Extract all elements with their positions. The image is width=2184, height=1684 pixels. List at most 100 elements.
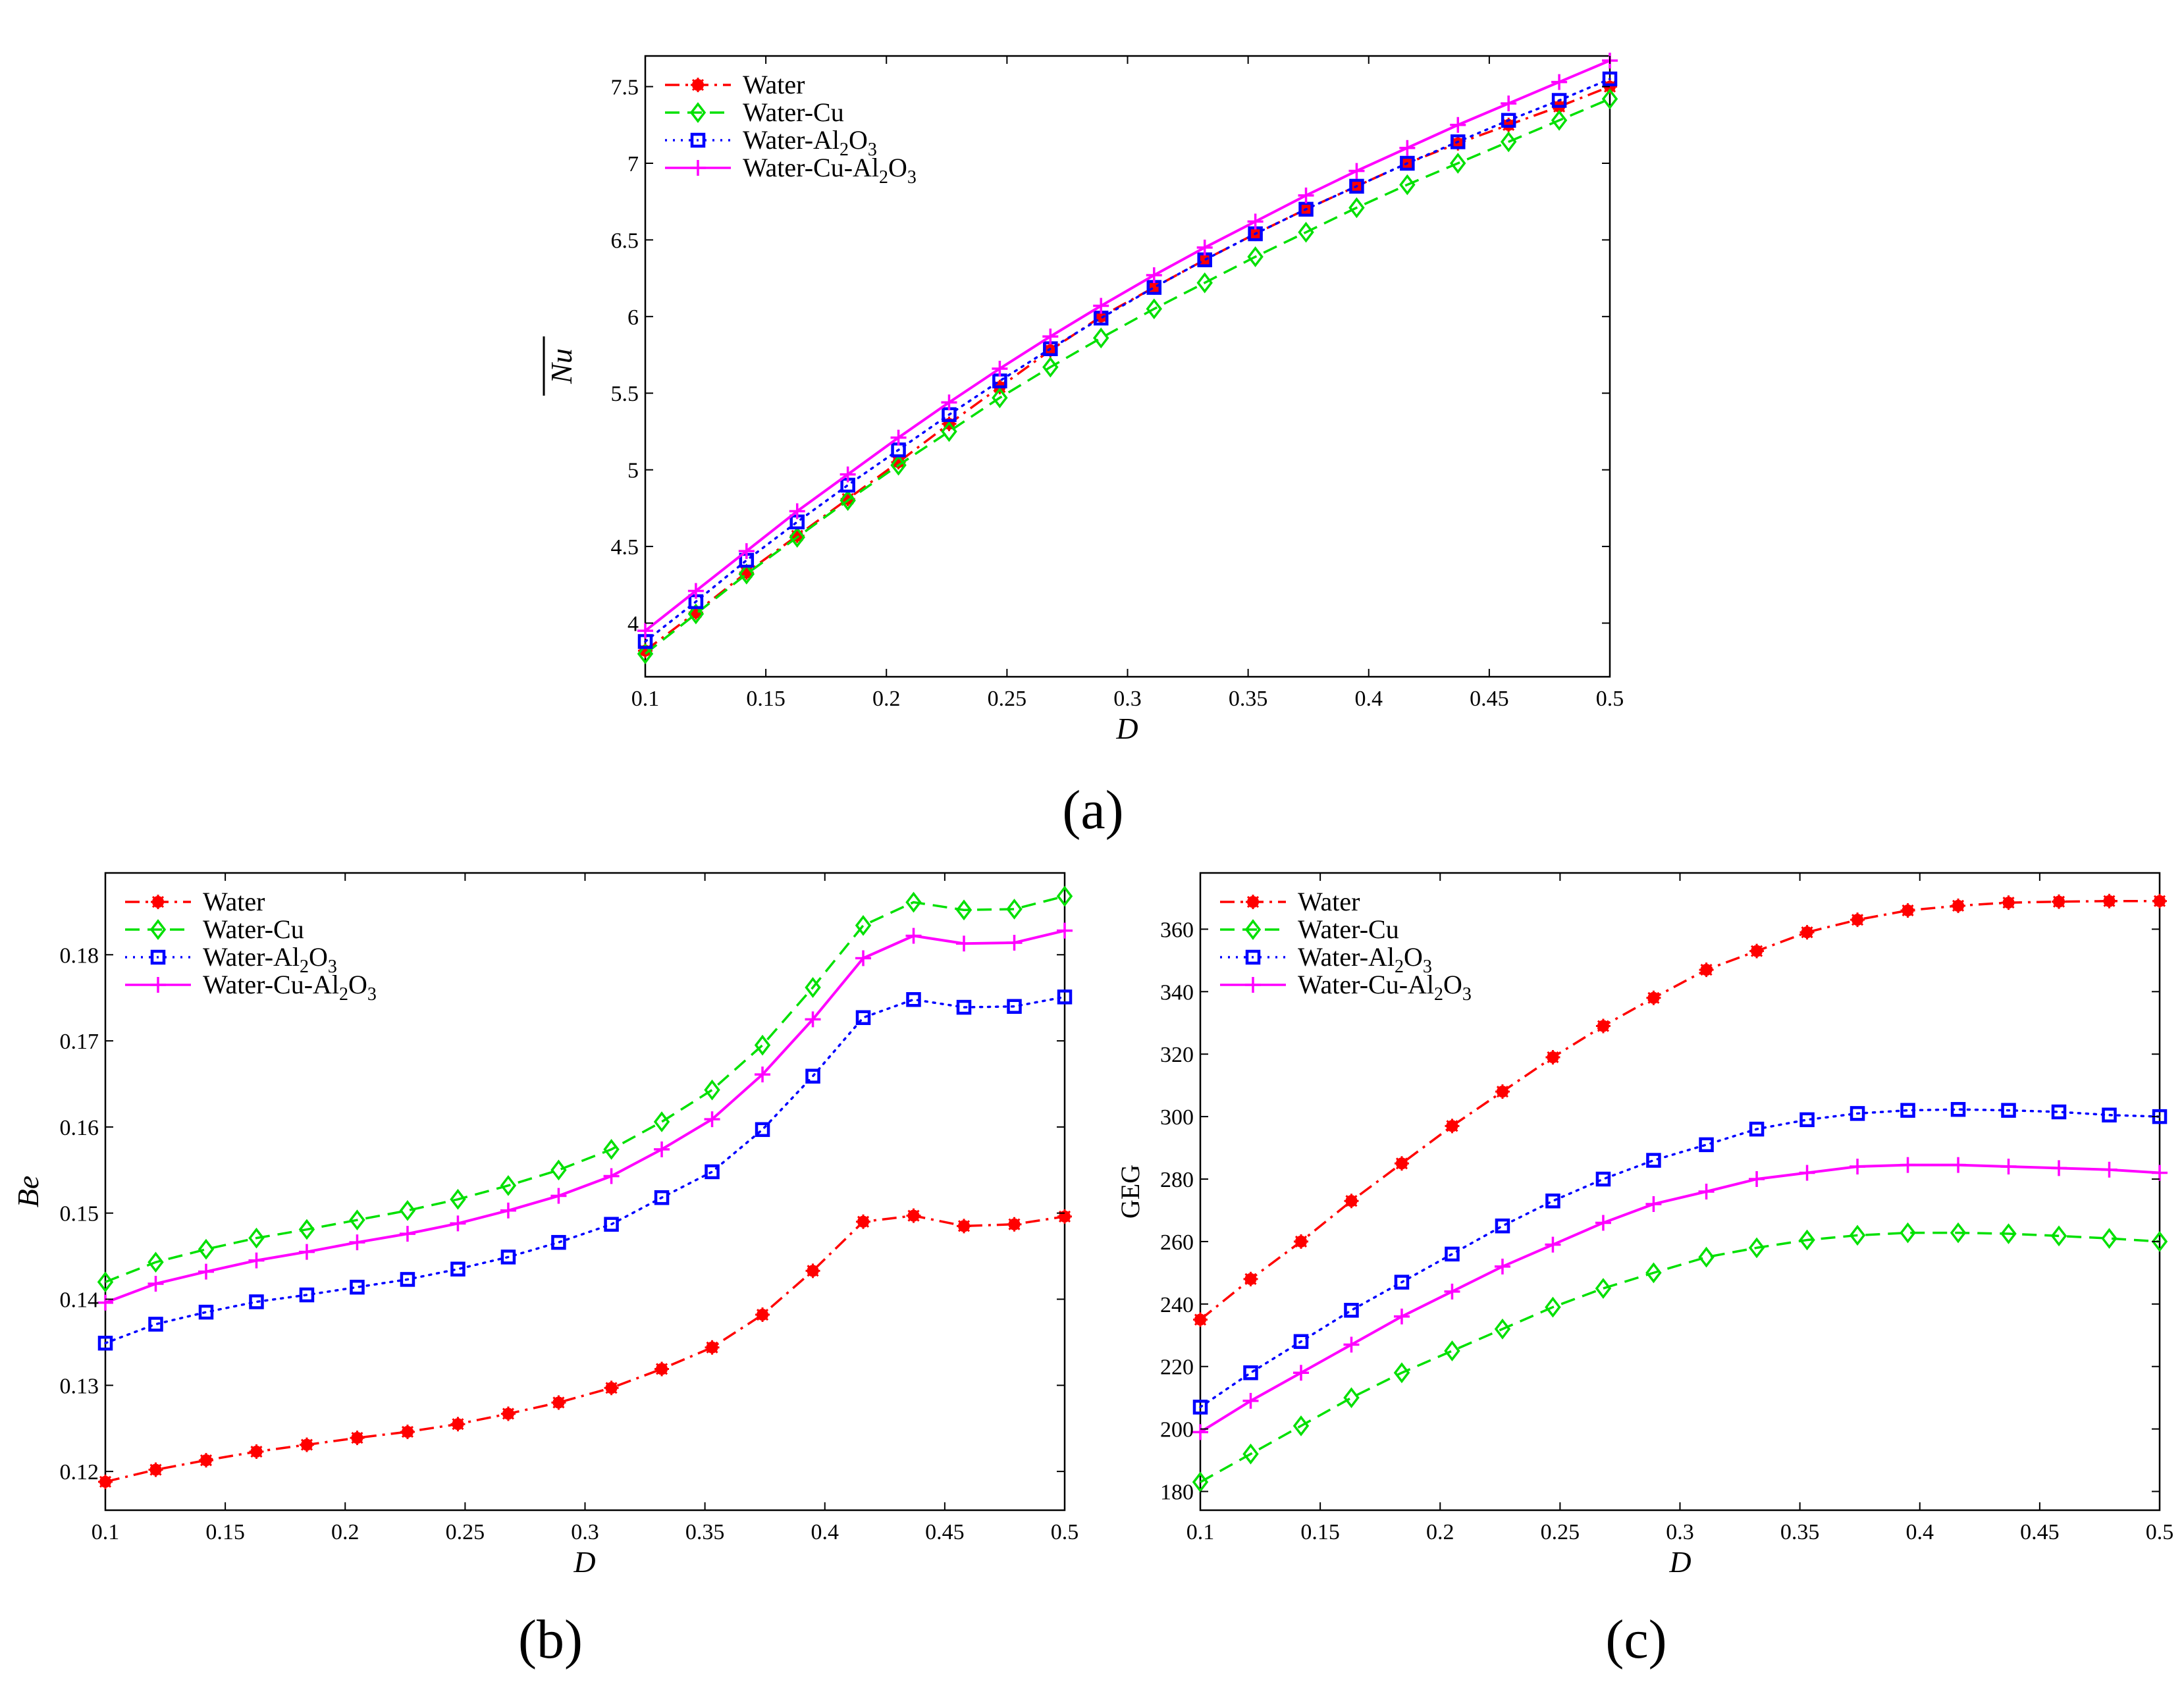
data-point (98, 1474, 113, 1489)
y-tick-label: 300 (1160, 1105, 1194, 1130)
data-point (1400, 155, 1415, 171)
legend-entry-water-al2o3: Water-Al2O3 (125, 942, 337, 977)
data-point (1900, 1103, 1915, 1118)
y-tick-label: 5.5 (611, 382, 639, 406)
data-point (1057, 922, 1073, 939)
legend-label: Water-Cu (203, 914, 304, 944)
legend-marker (689, 102, 706, 123)
data-point (1056, 885, 1073, 907)
data-point (1900, 903, 1915, 918)
data-point (1900, 1157, 1916, 1173)
series-water-al2o3 (1192, 1101, 2168, 1415)
data-point (97, 1335, 113, 1351)
y-tick-label: 6 (627, 305, 639, 330)
y-tick-label: 0.18 (60, 943, 99, 968)
x-tick-label: 0.25 (1541, 1520, 1580, 1544)
y-tick-label: 340 (1160, 980, 1194, 1005)
data-point (805, 1068, 820, 1084)
data-point (1551, 93, 1567, 108)
data-point (349, 1234, 365, 1251)
ticks-a: 0.1 0.15 0.2 0.25 0.3 0.35 0.4 0.45 0.5 4 4.5 5 5.5 6… (611, 56, 1624, 711)
panel-label-c: (c) (1605, 1609, 1666, 1670)
data-point (1799, 1229, 1815, 1251)
data-point (1042, 329, 1059, 345)
y-tick-label: 260 (1160, 1230, 1194, 1255)
data-point (687, 603, 705, 625)
data-point (1545, 1193, 1560, 1209)
y-tick-label: 360 (1160, 918, 1194, 942)
data-point (839, 466, 856, 483)
data-point (906, 992, 921, 1007)
data-point (1247, 213, 1264, 230)
data-point (2102, 893, 2117, 908)
x-tick-label: 0.1 (92, 1520, 120, 1544)
data-point (654, 1361, 670, 1377)
data-point (755, 1122, 770, 1138)
data-point (2152, 1165, 2168, 1181)
data-point (1243, 1271, 1258, 1286)
data-point (789, 503, 805, 519)
data-point (805, 1263, 820, 1278)
data-point (1242, 1392, 1259, 1409)
data-point (450, 1215, 466, 1232)
legend-label: Water-Cu (1298, 914, 1399, 944)
data-point (1450, 117, 1466, 133)
data-point (450, 1417, 466, 1432)
data-point (1501, 113, 1516, 128)
x-tick-label: 0.3 (571, 1520, 599, 1544)
data-point (2101, 1161, 2117, 1178)
data-point (1247, 246, 1264, 267)
data-point (704, 1079, 720, 1101)
data-point (1749, 1121, 1765, 1137)
legend-label: Water-Al2O3 (743, 125, 877, 160)
data-point (550, 1188, 567, 1204)
data-point (2001, 1103, 2016, 1118)
data-point (198, 1453, 213, 1468)
x-tick-label: 0.25 (446, 1520, 485, 1544)
data-point (1146, 267, 1162, 283)
series-water-cu (637, 88, 1618, 664)
series-line (1199, 899, 2160, 1321)
series-hybrid (97, 922, 1073, 1311)
series-line (105, 929, 1065, 1304)
data-point (550, 1159, 567, 1181)
legend-marker (1244, 919, 1262, 940)
legend-label: Water (1298, 887, 1360, 916)
data-point (148, 1317, 163, 1332)
data-point (198, 1304, 214, 1320)
legend-marker (690, 132, 706, 148)
y-tick-label: 0.17 (60, 1030, 99, 1054)
data-point (1298, 221, 1314, 243)
legend-entry-water-cu: Water-Cu (1220, 914, 1399, 944)
data-point (1445, 1118, 1460, 1134)
series-line (105, 895, 1065, 1283)
data-point (789, 527, 805, 548)
data-point (1393, 1362, 1410, 1384)
data-point (654, 1190, 670, 1205)
legend-marker (1245, 949, 1261, 965)
data-point (839, 490, 856, 512)
data-point (755, 1066, 771, 1083)
ticks-c: 0.1 0.15 0.2 0.25 0.3 0.35 0.4 0.45 0.5 180 200 220… (1160, 873, 2173, 1544)
x-tick-label: 0.5 (1596, 687, 1624, 711)
data-point (1749, 943, 1765, 959)
data-point (1196, 240, 1213, 256)
data-point (1595, 1278, 1612, 1299)
legend-entry-water-al2o3: Water-Al2O3 (665, 125, 877, 160)
data-point (1042, 356, 1059, 378)
data-point (97, 1271, 114, 1293)
data-point (956, 999, 972, 1015)
data-point (1698, 1246, 1715, 1268)
data-point (1645, 1196, 1662, 1212)
data-point (705, 1164, 720, 1180)
y-tick-label: 220 (1160, 1355, 1194, 1380)
data-point (1551, 74, 1568, 90)
data-point (249, 1444, 264, 1460)
data-point (248, 1252, 265, 1269)
data-point (248, 1227, 265, 1249)
y-tick-label: 280 (1160, 1168, 1194, 1192)
x-tick-label: 0.35 (685, 1520, 725, 1544)
y-axis-label-c: GEG (1115, 1165, 1145, 1219)
data-point (956, 935, 972, 952)
